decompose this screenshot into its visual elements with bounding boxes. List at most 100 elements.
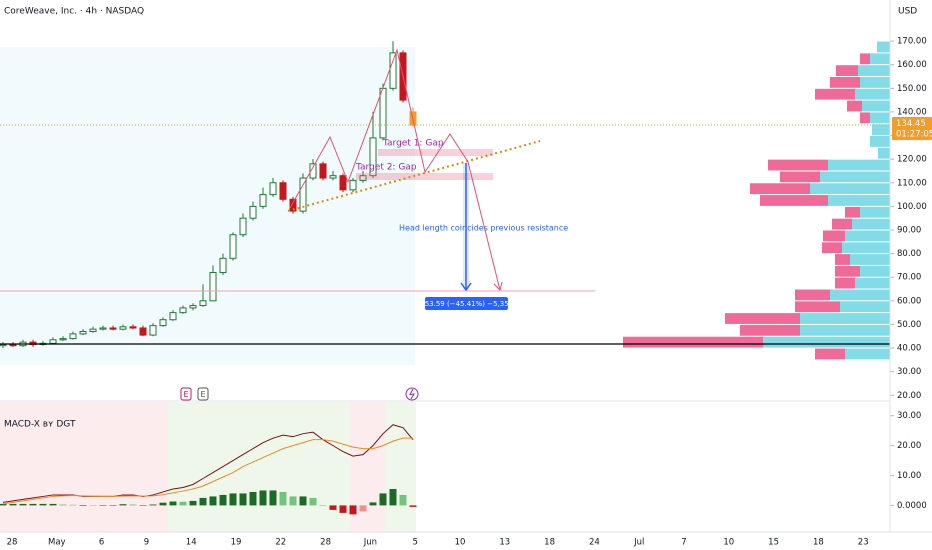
macd-zone xyxy=(168,402,350,532)
y-tick-label: 30.00 xyxy=(897,367,921,377)
histogram-bar xyxy=(219,494,227,506)
volume-up xyxy=(828,159,890,171)
volume-down xyxy=(760,195,828,206)
trend-line xyxy=(287,140,541,212)
y-tick-label: 10.00 xyxy=(897,471,921,481)
arrow-head xyxy=(460,282,472,292)
histogram-bar xyxy=(359,505,367,512)
histogram-bar xyxy=(349,505,357,515)
candle-body xyxy=(189,305,197,309)
pattern-line xyxy=(289,48,501,291)
x-tick-label: 15 xyxy=(768,538,779,548)
volume-up xyxy=(810,183,890,195)
histogram-bar xyxy=(59,504,67,506)
annotation: Target 1: Gap xyxy=(382,139,444,149)
x-tick-label: 10 xyxy=(455,538,466,548)
candle-body xyxy=(379,87,387,139)
x-tick-label: 18 xyxy=(544,538,555,548)
histogram-bar xyxy=(209,496,217,506)
volume-down xyxy=(725,313,800,324)
volume-down xyxy=(780,171,820,183)
histogram-bar xyxy=(299,496,307,506)
histogram-bar xyxy=(319,505,327,506)
annotation: Target 2: Gap xyxy=(355,163,417,173)
candle-body xyxy=(229,234,237,259)
candle-body xyxy=(49,339,57,344)
countdown: 01:27:05 xyxy=(896,130,932,140)
histogram-bar xyxy=(389,488,397,506)
candle-body xyxy=(269,182,277,196)
macd-line xyxy=(2,424,414,503)
event-marker[interactable] xyxy=(197,387,209,401)
candle-body xyxy=(129,326,137,329)
histogram-bar xyxy=(259,490,267,506)
histogram-bar xyxy=(129,504,137,506)
highlight-zone xyxy=(0,47,415,365)
macd-pane xyxy=(0,424,417,515)
x-tick-label: 18 xyxy=(813,538,824,548)
histogram-bar xyxy=(139,505,147,506)
histogram-bar xyxy=(279,491,287,506)
x-tick-label: 28 xyxy=(320,538,331,548)
candle-body xyxy=(109,327,117,330)
volume-down xyxy=(835,277,855,289)
candle-body xyxy=(249,205,257,219)
histogram-bar xyxy=(9,503,17,506)
volume-down xyxy=(795,289,830,301)
x-tick-label: 19 xyxy=(231,538,242,548)
volume-down xyxy=(847,100,862,112)
candle-body xyxy=(279,182,287,200)
histogram-bar xyxy=(249,491,257,506)
volume-up xyxy=(763,336,890,348)
x-tick-label: May xyxy=(48,538,66,548)
histogram-bar xyxy=(49,503,57,506)
volume-up xyxy=(855,88,890,100)
y-tick-label: 90.00 xyxy=(897,225,921,235)
histogram-bar xyxy=(309,497,317,506)
y-tick-label: 40.00 xyxy=(897,344,921,354)
candle-body xyxy=(119,326,127,330)
volume-down xyxy=(835,265,860,277)
x-tick-label: 13 xyxy=(499,538,510,548)
y-tick-label: 100.00 xyxy=(897,202,927,212)
histogram-bar xyxy=(29,503,37,506)
volume-down xyxy=(815,348,845,360)
candle-body xyxy=(259,194,267,207)
volume-up xyxy=(855,277,890,289)
volume-down xyxy=(750,183,810,195)
volume-up xyxy=(850,254,890,265)
histogram-bar xyxy=(69,504,77,506)
histogram-bar xyxy=(239,493,247,506)
volume-up xyxy=(862,100,890,112)
x-tick-label: 22 xyxy=(275,538,286,548)
y-tick-label: 60.00 xyxy=(897,296,921,306)
histogram-bar xyxy=(199,497,207,506)
macd-zone xyxy=(0,402,168,532)
candle-body xyxy=(239,217,247,236)
x-tick-label: 23 xyxy=(858,538,869,548)
volume-down xyxy=(845,206,860,218)
histogram-bar xyxy=(409,505,417,507)
candle-body xyxy=(59,338,67,341)
symbol-title: CoreWeave, Inc. · 4h · NASDAQ xyxy=(4,7,144,17)
volume-down xyxy=(832,218,852,230)
histogram-bar xyxy=(149,504,157,506)
annotation: Head length coincides previous resistanc… xyxy=(399,224,568,233)
volume-down xyxy=(623,336,763,348)
volume-up xyxy=(877,41,890,53)
volume-up xyxy=(878,147,890,159)
candle-body xyxy=(9,344,17,347)
candle-body xyxy=(329,175,337,179)
candle-body xyxy=(339,175,347,191)
event-marker[interactable] xyxy=(180,387,192,401)
candle-body xyxy=(159,319,167,327)
volume-up xyxy=(800,313,890,324)
y-tick-label: 160.00 xyxy=(897,60,927,70)
candle-body xyxy=(369,137,377,177)
target-zone xyxy=(378,149,493,156)
y-tick-label: 30.00 xyxy=(897,411,921,421)
y-tick-label: 140.00 xyxy=(897,107,927,117)
volume-up xyxy=(872,124,890,136)
x-tick-label: 9 xyxy=(144,538,149,548)
